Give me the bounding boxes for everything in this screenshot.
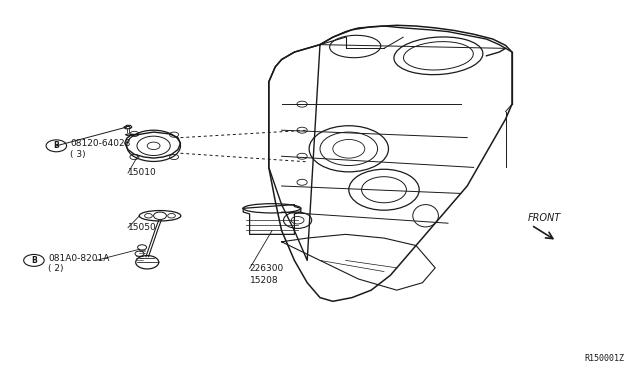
Text: 15208: 15208 [250, 276, 278, 285]
Text: 226300: 226300 [250, 264, 284, 273]
Text: 081A0-8201A: 081A0-8201A [48, 254, 109, 263]
Text: B: B [31, 256, 36, 265]
Text: B: B [54, 141, 59, 150]
Text: ( 3): ( 3) [70, 150, 86, 158]
Text: 15050: 15050 [128, 223, 157, 232]
Text: ( 2): ( 2) [48, 264, 63, 273]
Text: 08120-64028: 08120-64028 [70, 140, 131, 148]
Text: FRONT: FRONT [528, 214, 561, 223]
Text: 15010: 15010 [128, 169, 157, 177]
Text: R150001Z: R150001Z [584, 354, 624, 363]
